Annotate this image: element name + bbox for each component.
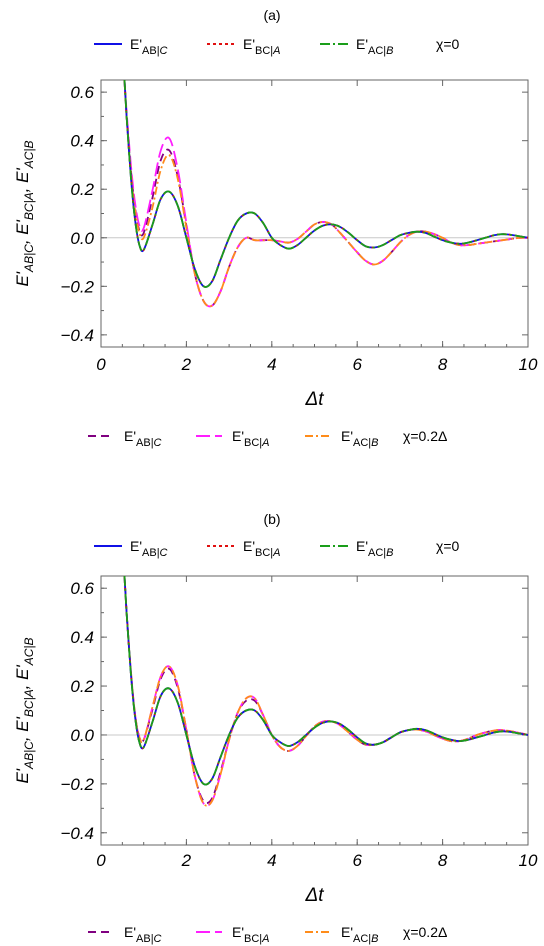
- x-axis-label: Δt: [304, 389, 324, 410]
- series-line: [123, 80, 528, 288]
- x-tick-label: 10: [519, 851, 538, 870]
- y-tick-label: 0.6: [70, 579, 94, 598]
- y-tick-label: −0.4: [60, 326, 94, 345]
- legend-label: E'AC|B: [356, 36, 394, 57]
- legend-label: E'BC|A: [243, 538, 281, 559]
- plot-frame: [100, 79, 529, 348]
- series-line: [123, 576, 528, 807]
- series-line: [123, 80, 528, 308]
- y-tick-label: 0.4: [70, 628, 94, 647]
- x-tick-label: 8: [438, 355, 448, 374]
- legend-label: E'AB|C: [124, 924, 162, 945]
- legend-label: E'AB|C: [124, 428, 162, 449]
- legend-label: E'AC|B: [356, 538, 394, 559]
- panel-title: (b): [263, 511, 280, 527]
- y-tick-label: 0.2: [70, 677, 94, 696]
- x-axis-label: Δt: [304, 885, 324, 906]
- legend-top: E'AB|C E'BC|A E'AC|B χ=0: [94, 538, 460, 559]
- series-line: [123, 80, 528, 288]
- series-line: [123, 576, 528, 807]
- x-tick-label: 0: [96, 851, 106, 870]
- series-line: [123, 80, 528, 288]
- x-tick-label: 0: [96, 355, 106, 374]
- legend-label: E'BC|A: [232, 924, 270, 945]
- series-line: [123, 576, 528, 804]
- series-line: [123, 576, 528, 786]
- legend-suffix: χ=0.2Δ: [403, 428, 447, 444]
- x-tick-label: 6: [352, 851, 362, 870]
- chart-panel-b: (b) E'AB|C E'BC|A E'AC|B χ=0 0.6 0.4 0.2 0.0 −…: [13, 511, 538, 945]
- plot-frame: [100, 575, 529, 846]
- legend-label: E'AC|B: [341, 428, 379, 449]
- legend-bottom: E'AB|C E'BC|A E'AC|B χ=0.2Δ: [88, 924, 447, 945]
- x-tick-label: 8: [438, 851, 448, 870]
- svg-text:E'AB|C, E'BC|A, E'AC|B: E'AB|C, E'BC|A, E'AC|B: [13, 140, 36, 286]
- series-line: [123, 576, 528, 786]
- series-line: [123, 80, 528, 308]
- legend-label: E'AC|B: [341, 924, 379, 945]
- chart-panel-a: (a) E'AB|C E'BC|A E'AC|B χ=0 0.6 0.4 0.2 0.0 −…: [13, 7, 538, 449]
- y-tick-label: 0.4: [70, 132, 94, 151]
- legend-suffix: χ=0: [436, 36, 460, 52]
- x-tick-label: 6: [352, 355, 362, 374]
- x-tick-label: 2: [181, 355, 192, 374]
- legend-suffix: χ=0: [436, 538, 460, 554]
- y-tick-label: −0.2: [60, 775, 94, 794]
- y-axis-label: E'AB|C, E'BC|A, E'AC|B: [13, 637, 36, 783]
- legend-label: E'AB|C: [130, 36, 168, 57]
- legend-label: E'AB|C: [130, 538, 168, 559]
- legend-label: E'BC|A: [243, 36, 281, 57]
- x-tick-label: 4: [267, 355, 276, 374]
- y-tick-label: −0.2: [60, 277, 94, 296]
- legend-top: E'AB|C E'BC|A E'AC|B χ=0: [94, 36, 460, 57]
- y-tick-label: 0.0: [70, 229, 94, 248]
- svg-text:E'AB|C, E'BC|A, E'AC|B: E'AB|C, E'BC|A, E'AC|B: [13, 637, 36, 783]
- y-tick-label: −0.4: [60, 824, 94, 843]
- legend-suffix: χ=0.2Δ: [403, 924, 447, 940]
- series-line: [123, 576, 528, 786]
- y-axis-label: E'AB|C, E'BC|A, E'AC|B: [13, 140, 36, 286]
- legend-label: E'BC|A: [232, 428, 270, 449]
- x-tick-label: 2: [181, 851, 192, 870]
- y-tick-label: 0.6: [70, 83, 94, 102]
- x-tick-label: 10: [519, 355, 538, 374]
- panel-title: (a): [263, 7, 280, 23]
- series-line: [123, 80, 528, 308]
- y-tick-label: 0.0: [70, 726, 94, 745]
- y-tick-label: 0.2: [70, 180, 94, 199]
- x-tick-label: 4: [267, 851, 276, 870]
- legend-bottom: E'AB|C E'BC|A E'AC|B χ=0.2Δ: [88, 428, 447, 449]
